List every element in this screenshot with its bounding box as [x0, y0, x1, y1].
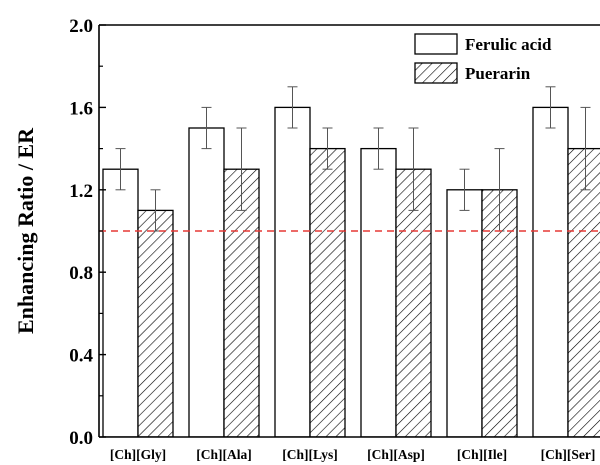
bar-ferulic-acid-0 [102, 168, 139, 437]
x-tick-label: [Ch][Lys] [282, 447, 338, 462]
error-bar-puerarin-1 [236, 127, 247, 211]
bar-ferulic-acid-2 [274, 106, 311, 437]
y-tick-label: 0.0 [69, 428, 93, 449]
error-bar-puerarin-5 [580, 106, 591, 191]
bar-puerarin-1 [223, 168, 260, 437]
bar-ferulic-acid-4 [446, 189, 483, 437]
error-bar-ferulic-acid-4 [459, 168, 470, 211]
x-tick-label: [Ch][Gly] [110, 447, 166, 462]
bar-ferulic-acid-3 [360, 147, 397, 437]
legend-label-puerarin: Puerarin [465, 64, 531, 83]
bar-ferulic-acid-5 [532, 106, 569, 437]
plot-area [99, 86, 600, 437]
legend-swatch-puerarin [414, 62, 458, 84]
bar-puerarin-0 [137, 209, 174, 437]
bar-puerarin-5 [567, 147, 600, 437]
y-axis-title: Enhancing Ratio / ER [13, 127, 38, 334]
y-tick-label: 2.0 [69, 16, 93, 37]
y-tick-label: 1.2 [69, 181, 93, 202]
bar-puerarin-3 [395, 168, 432, 437]
error-bar-puerarin-3 [408, 127, 419, 211]
error-bar-ferulic-acid-5 [545, 86, 556, 129]
legend-swatch-ferulic-acid [414, 33, 458, 55]
error-bar-puerarin-2 [322, 127, 333, 170]
legend-label-ferulic-acid: Ferulic acid [465, 35, 552, 54]
bar-ferulic-acid-1 [188, 127, 225, 437]
error-bar-ferulic-acid-2 [287, 86, 298, 129]
x-tick-label: [Ch][Ile] [457, 447, 507, 462]
error-bar-ferulic-acid-1 [201, 106, 212, 150]
y-tick-label: 0.8 [69, 263, 93, 284]
y-tick-label: 0.4 [69, 346, 93, 367]
legend: Ferulic acid Puerarin [414, 33, 552, 84]
x-tick-label: [Ch][Asp] [367, 447, 425, 462]
error-bar-ferulic-acid-3 [373, 127, 384, 170]
bar-puerarin-2 [309, 147, 346, 437]
error-bar-ferulic-acid-0 [115, 148, 126, 191]
x-tick-label: [Ch][Ser] [541, 447, 596, 462]
y-tick-label: 1.6 [69, 98, 93, 119]
x-tick-label: [Ch][Ala] [196, 447, 252, 462]
axes: 0.0 0.4 0.8 1.2 1.6 2.0 Enhancing Ratio / ER [C… [13, 16, 600, 462]
